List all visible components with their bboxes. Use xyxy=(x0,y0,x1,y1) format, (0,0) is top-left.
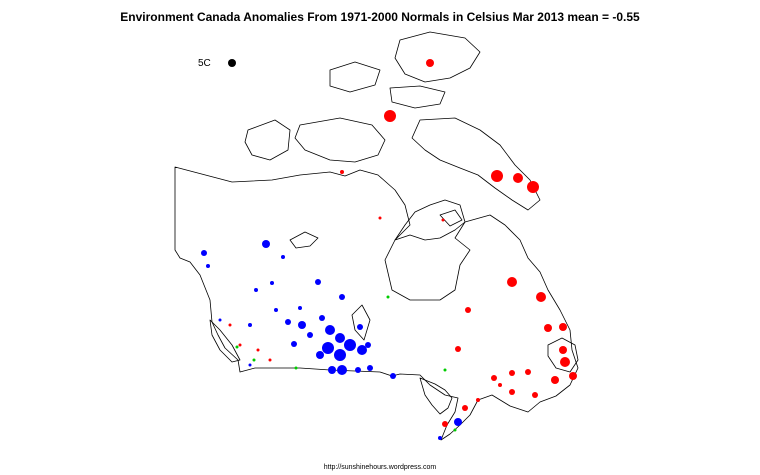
station-dot-positive xyxy=(491,170,503,182)
station-dot-negative xyxy=(316,351,324,359)
station-dot-negative xyxy=(337,365,347,375)
station-dot-negative xyxy=(201,250,207,256)
station-dot-negative xyxy=(322,342,334,354)
station-dot-positive xyxy=(228,323,232,327)
station-dot-positive xyxy=(559,323,567,331)
station-dot-positive xyxy=(465,307,471,313)
station-dot-negative xyxy=(291,341,297,347)
station-dot-negative xyxy=(355,367,361,373)
station-dot-positive xyxy=(509,389,515,395)
map-title: Environment Canada Anomalies From 1971-2… xyxy=(120,10,640,24)
station-dot-negative xyxy=(454,418,462,426)
station-dot-neutral xyxy=(252,358,256,362)
station-dot-negative xyxy=(254,288,258,292)
station-dot-negative xyxy=(344,339,356,351)
station-dot-negative xyxy=(367,365,373,371)
station-dot-negative xyxy=(357,345,367,355)
station-dot-negative xyxy=(248,323,252,327)
source-credit: http://sunshinehours.wordpress.com xyxy=(323,464,437,471)
station-dot-positive xyxy=(455,346,461,352)
station-dot-positive xyxy=(476,398,480,402)
legend-dot-icon xyxy=(227,59,236,68)
lake-winnipeg-outline xyxy=(351,304,371,341)
station-dot-negative xyxy=(285,319,291,325)
legend: 5C xyxy=(198,58,236,69)
station-dot-positive xyxy=(551,376,559,384)
station-dot-neutral xyxy=(443,368,447,372)
station-dot-negative xyxy=(390,373,396,379)
station-dot-negative xyxy=(328,366,336,374)
station-dot-negative xyxy=(319,315,325,321)
station-dot-positive xyxy=(532,392,538,398)
station-dot-negative xyxy=(206,264,210,268)
station-dot-neutral xyxy=(235,345,239,349)
station-dot-positive xyxy=(513,173,523,183)
great-lakes-outline xyxy=(419,377,453,415)
station-dot-neutral xyxy=(386,295,390,299)
devon-island-outline xyxy=(389,85,446,109)
vancouver-island-outline xyxy=(209,319,241,363)
station-dot-positive xyxy=(268,358,272,362)
station-dot-positive xyxy=(544,324,552,332)
mainland-outline xyxy=(174,166,579,441)
station-dot-negative xyxy=(339,294,345,300)
victoria-island-outline xyxy=(294,117,386,163)
station-dot-positive xyxy=(462,405,468,411)
newfoundland-outline xyxy=(547,337,579,373)
station-dot-negative xyxy=(248,363,252,367)
station-dot-positive xyxy=(525,369,531,375)
station-dot-negative xyxy=(357,324,363,330)
station-dot-negative xyxy=(365,342,371,348)
station-dot-positive xyxy=(238,343,242,347)
station-dot-positive xyxy=(507,277,517,287)
station-dot-positive xyxy=(498,383,502,387)
hudson-bay-outline xyxy=(394,199,466,241)
queen-elizabeth-islands-outline xyxy=(329,61,381,93)
station-dot-positive xyxy=(340,170,344,174)
map-outlines xyxy=(174,31,579,441)
legend-label: 5C xyxy=(198,58,211,69)
baffin-island-outline xyxy=(411,117,541,211)
station-dot-positive xyxy=(256,348,260,352)
station-dot-positive xyxy=(384,110,396,122)
station-dot-positive xyxy=(441,218,445,222)
station-dot-negative xyxy=(335,333,345,343)
anomaly-dots xyxy=(201,59,577,440)
station-dot-positive xyxy=(560,357,570,367)
station-dot-positive xyxy=(491,375,497,381)
station-dot-positive xyxy=(527,181,539,193)
station-dot-positive xyxy=(559,346,567,354)
station-dot-positive xyxy=(569,372,577,380)
station-dot-positive xyxy=(509,370,515,376)
station-dot-negative xyxy=(438,436,442,440)
station-dot-negative xyxy=(307,332,313,338)
station-dot-negative xyxy=(281,255,285,259)
station-dot-neutral xyxy=(453,428,457,432)
station-dot-positive xyxy=(378,216,382,220)
station-dot-negative xyxy=(274,308,278,312)
station-dot-negative xyxy=(270,281,274,285)
station-dot-negative xyxy=(298,306,302,310)
station-dot-negative xyxy=(315,279,321,285)
banks-island-outline xyxy=(244,119,291,161)
station-dot-negative xyxy=(325,325,335,335)
ellesmere-island-outline xyxy=(394,31,481,83)
station-dot-negative xyxy=(262,240,270,248)
southampton-island-outline xyxy=(439,209,463,227)
station-dot-negative xyxy=(298,321,306,329)
station-dot-negative xyxy=(334,349,346,361)
station-dot-positive xyxy=(442,421,448,427)
station-dot-positive xyxy=(536,292,546,302)
station-dot-positive xyxy=(426,59,434,67)
great-slave-lake-outline xyxy=(289,231,319,249)
station-dot-neutral xyxy=(294,366,298,370)
station-dot-negative xyxy=(218,318,222,322)
